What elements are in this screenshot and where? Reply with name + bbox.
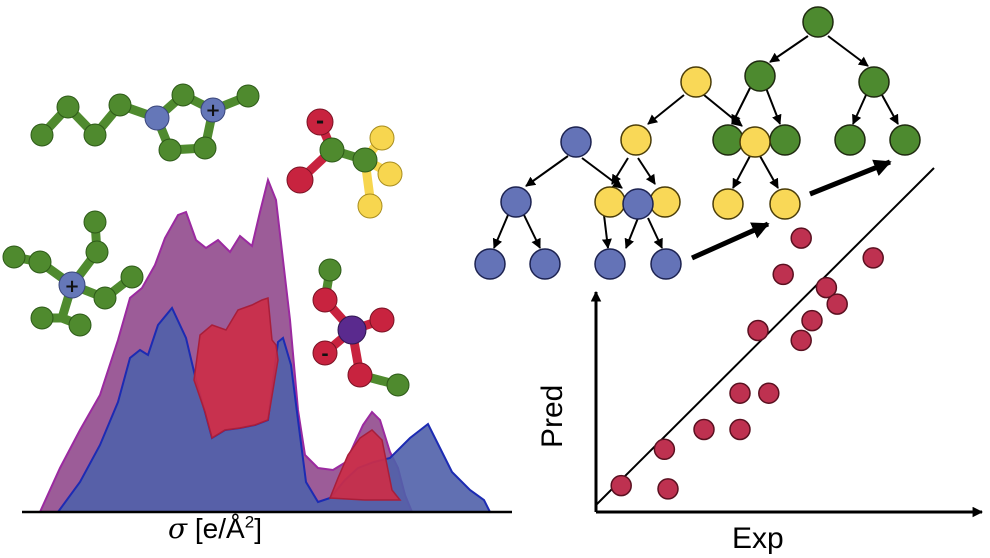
parity-point-13 (815, 276, 838, 299)
charge-plus-1: + (205, 100, 220, 121)
parity-point-15 (826, 293, 848, 315)
parity-point-9 (790, 329, 812, 352)
charge-plus-2: + (64, 276, 79, 297)
molecule-trifluoroacetate: - (286, 108, 403, 219)
parity-point-10 (801, 309, 823, 332)
parity-point-12 (790, 227, 812, 249)
y-axis-label: Pred (536, 384, 569, 448)
tree-diagram (474, 6, 921, 280)
parity-point-7 (758, 382, 780, 404)
parity-point-1 (610, 474, 632, 497)
charge-minus-1: - (316, 109, 324, 133)
parity-point-14 (862, 247, 884, 269)
sigma-area-red-small (328, 429, 402, 501)
parity-points (610, 227, 884, 500)
sigma-profile (22, 176, 512, 514)
parity-point-5 (729, 418, 751, 441)
sigma-unit-exponent: 2 (244, 512, 255, 532)
sigma-symbol: σ (168, 512, 188, 545)
parity-point-4 (693, 418, 715, 441)
parity-point-6 (729, 382, 751, 404)
molecule-phosphate: - (312, 258, 410, 397)
parity-point-2 (653, 438, 676, 461)
molecule-imidazolium: + (30, 83, 260, 162)
parity-plot (590, 167, 984, 518)
parity-point-8 (747, 319, 769, 342)
sigma-unit-close: ] (254, 513, 262, 544)
tree-arrow-1 (690, 221, 770, 261)
charge-minus-2: - (321, 344, 328, 365)
parity-point-3 (657, 478, 679, 500)
molecule-ammonium: + (2, 210, 144, 337)
parity-point-11 (772, 263, 794, 286)
sigma-area-red (193, 296, 279, 440)
x-axis-label: Exp (732, 522, 784, 555)
sigma-unit-open: [e/Å (187, 513, 245, 544)
sigma-axis-label: σ [e/Å2] (168, 512, 262, 545)
tree-arrow-2 (809, 159, 892, 197)
